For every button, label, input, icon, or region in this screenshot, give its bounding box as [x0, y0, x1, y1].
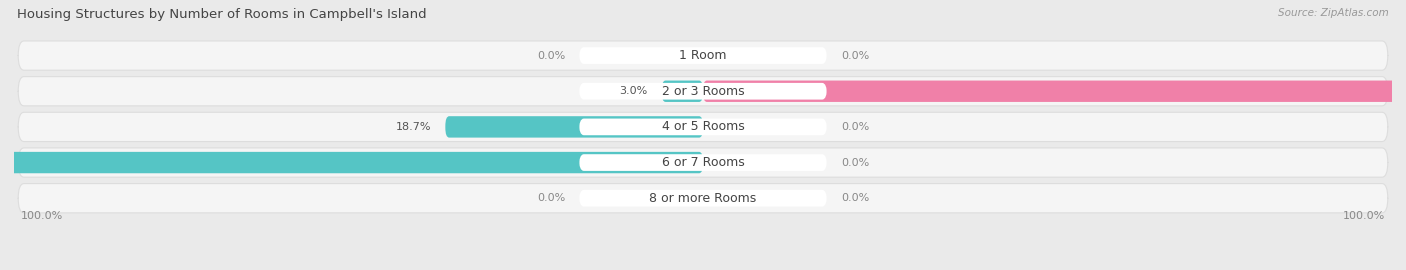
- Text: 0.0%: 0.0%: [841, 193, 869, 203]
- Text: Housing Structures by Number of Rooms in Campbell's Island: Housing Structures by Number of Rooms in…: [17, 8, 426, 21]
- FancyBboxPatch shape: [18, 41, 1388, 70]
- Text: 0.0%: 0.0%: [537, 193, 565, 203]
- Text: 100.0%: 100.0%: [1343, 211, 1385, 221]
- Text: 8 or more Rooms: 8 or more Rooms: [650, 192, 756, 205]
- Text: Source: ZipAtlas.com: Source: ZipAtlas.com: [1278, 8, 1389, 18]
- Text: 0.0%: 0.0%: [841, 50, 869, 60]
- Text: 0.0%: 0.0%: [841, 122, 869, 132]
- FancyBboxPatch shape: [0, 152, 703, 173]
- FancyBboxPatch shape: [18, 77, 1388, 106]
- FancyBboxPatch shape: [579, 190, 827, 207]
- FancyBboxPatch shape: [703, 80, 1406, 102]
- Text: 0.0%: 0.0%: [537, 50, 565, 60]
- FancyBboxPatch shape: [662, 80, 703, 102]
- Text: 18.7%: 18.7%: [396, 122, 432, 132]
- Text: 100.0%: 100.0%: [21, 211, 63, 221]
- FancyBboxPatch shape: [579, 47, 827, 64]
- Text: 6 or 7 Rooms: 6 or 7 Rooms: [662, 156, 744, 169]
- FancyBboxPatch shape: [579, 119, 827, 135]
- Text: 3.0%: 3.0%: [620, 86, 648, 96]
- Text: 1 Room: 1 Room: [679, 49, 727, 62]
- FancyBboxPatch shape: [446, 116, 703, 138]
- FancyBboxPatch shape: [18, 184, 1388, 213]
- Text: 0.0%: 0.0%: [841, 158, 869, 168]
- FancyBboxPatch shape: [18, 148, 1388, 177]
- FancyBboxPatch shape: [18, 112, 1388, 141]
- FancyBboxPatch shape: [579, 154, 827, 171]
- Text: 4 or 5 Rooms: 4 or 5 Rooms: [662, 120, 744, 133]
- Text: 2 or 3 Rooms: 2 or 3 Rooms: [662, 85, 744, 98]
- FancyBboxPatch shape: [579, 83, 827, 100]
